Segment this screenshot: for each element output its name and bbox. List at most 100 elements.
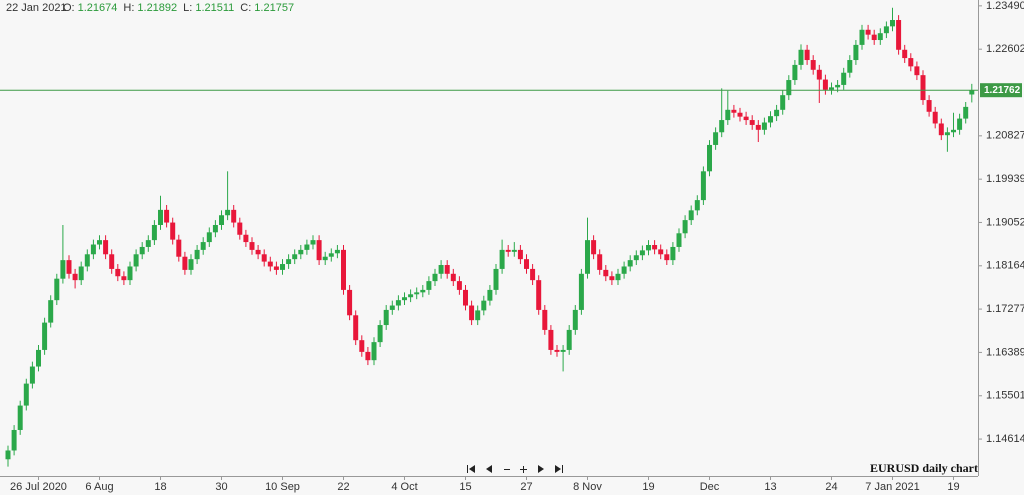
x-tick-label: 19 bbox=[947, 481, 959, 493]
candle-body bbox=[749, 120, 755, 125]
candle-body bbox=[249, 242, 255, 250]
candle-body bbox=[316, 240, 322, 261]
candle-body bbox=[700, 171, 706, 201]
candle-body bbox=[780, 95, 786, 110]
candle-body bbox=[212, 224, 218, 233]
candle-body bbox=[414, 292, 420, 295]
header-label: L: bbox=[183, 2, 192, 14]
candle-body bbox=[286, 259, 292, 265]
candle-body bbox=[957, 118, 963, 130]
candle-body bbox=[627, 260, 633, 267]
x-tick-label: 13 bbox=[764, 481, 776, 493]
nav-last[interactable] bbox=[555, 465, 563, 473]
candle-body bbox=[585, 240, 590, 274]
header: 22 Jan 2021 O: 1.21674 H: 1.21892 L: 1.21511 C… bbox=[6, 2, 294, 14]
candle-body bbox=[774, 109, 780, 117]
candle-body bbox=[310, 240, 316, 245]
candle-body bbox=[365, 351, 371, 361]
candle-body bbox=[255, 249, 261, 255]
candle-body bbox=[36, 349, 41, 367]
candle-body bbox=[920, 75, 926, 101]
candle-body bbox=[298, 249, 304, 255]
candle-body bbox=[158, 209, 163, 225]
candle-body bbox=[444, 265, 450, 274]
candle-body bbox=[481, 300, 487, 311]
candle-body bbox=[121, 276, 127, 281]
x-tick-label: 6 Aug bbox=[85, 481, 113, 493]
candle-body bbox=[572, 309, 578, 330]
candle-body bbox=[432, 273, 438, 282]
candle-body bbox=[29, 366, 35, 384]
candle-body bbox=[383, 309, 389, 326]
x-tick-label: 24 bbox=[825, 481, 837, 493]
candle-body bbox=[560, 349, 566, 352]
candle-body bbox=[713, 132, 719, 145]
candle-body bbox=[731, 109, 737, 113]
nav-zoom-in[interactable] bbox=[520, 466, 527, 473]
nav-next[interactable] bbox=[538, 465, 544, 473]
y-tick-label: 1.20827 bbox=[986, 130, 1024, 142]
candle-body bbox=[694, 200, 700, 211]
candle-body bbox=[426, 281, 432, 290]
candle-body bbox=[304, 244, 310, 250]
candle-body bbox=[469, 305, 475, 321]
candle-body bbox=[969, 90, 975, 95]
x-tick-label: 22 bbox=[337, 481, 349, 493]
candle-body bbox=[475, 310, 481, 321]
candle-body bbox=[127, 266, 133, 281]
header-value: 1.21757 bbox=[254, 2, 294, 14]
candle-body bbox=[438, 265, 444, 274]
y-tick-label: 1.19052 bbox=[986, 216, 1024, 228]
candle-body bbox=[280, 264, 285, 270]
header-label: O: bbox=[63, 2, 75, 14]
candle-body bbox=[755, 124, 761, 130]
nav-prev[interactable] bbox=[486, 465, 492, 473]
y-tick-label: 1.22602 bbox=[986, 43, 1024, 55]
candle-body bbox=[798, 49, 804, 65]
price-label-box bbox=[980, 83, 1022, 98]
candle-body bbox=[450, 273, 456, 282]
candle-body bbox=[530, 268, 536, 281]
candle-body bbox=[786, 80, 792, 96]
candle-body bbox=[926, 100, 932, 112]
candle-body bbox=[517, 249, 523, 260]
candle-body bbox=[554, 349, 560, 352]
candle-body bbox=[792, 64, 798, 81]
candle-body bbox=[188, 259, 194, 270]
candle-body bbox=[511, 249, 517, 252]
candle-body bbox=[652, 245, 658, 250]
candle-body bbox=[243, 234, 249, 243]
candle-body bbox=[816, 69, 822, 80]
nav-first[interactable] bbox=[467, 465, 476, 473]
candle-body bbox=[78, 266, 84, 281]
candle-body bbox=[633, 255, 639, 261]
candle-body bbox=[194, 249, 200, 260]
x-tick-label: 8 Nov bbox=[573, 481, 602, 493]
candle-body bbox=[908, 58, 914, 67]
candle-body bbox=[493, 268, 499, 290]
candle-body bbox=[54, 278, 60, 301]
candle-body bbox=[896, 20, 902, 50]
candle-body bbox=[84, 254, 90, 267]
candle-body bbox=[768, 116, 773, 123]
candle-body bbox=[743, 116, 749, 121]
candle-body bbox=[48, 300, 54, 323]
candle-body bbox=[347, 289, 353, 316]
candle-body bbox=[42, 322, 48, 350]
candle-body bbox=[902, 49, 908, 59]
candle-body bbox=[505, 249, 511, 252]
candle-body bbox=[176, 239, 182, 257]
candle-body bbox=[206, 232, 212, 243]
candle-body bbox=[524, 259, 529, 269]
candle-body bbox=[487, 289, 493, 301]
candle-body bbox=[597, 254, 603, 270]
candle-body bbox=[664, 254, 670, 261]
candle-body bbox=[822, 79, 828, 90]
candle-body bbox=[810, 60, 816, 70]
candle-body bbox=[334, 249, 340, 254]
header-label: C: bbox=[240, 2, 251, 14]
candle-body bbox=[877, 33, 883, 41]
candle-body bbox=[591, 240, 597, 255]
